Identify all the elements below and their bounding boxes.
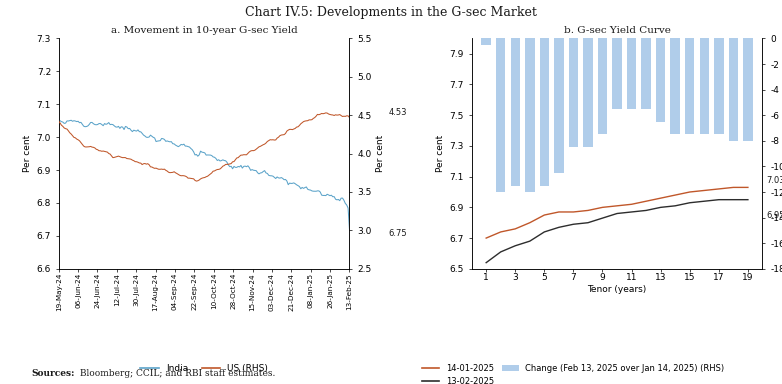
Bar xyxy=(612,38,622,109)
Text: 6.75: 6.75 xyxy=(389,229,407,238)
14-01-2025 xyxy=(685,190,694,194)
Text: 6.95: 6.95 xyxy=(766,211,782,220)
13-02-2025 xyxy=(700,199,709,204)
Text: Bloomberg; CCIL; and RBI staff estimates.: Bloomberg; CCIL; and RBI staff estimates… xyxy=(77,369,275,378)
Bar xyxy=(685,38,694,134)
Bar xyxy=(540,38,549,185)
Text: 4.53: 4.53 xyxy=(389,108,407,118)
Text: 7.03: 7.03 xyxy=(766,175,782,185)
Bar xyxy=(597,38,607,134)
Y-axis label: Per cent: Per cent xyxy=(436,135,446,172)
Bar xyxy=(627,38,637,109)
Line: 14-01-2025: 14-01-2025 xyxy=(486,187,748,238)
14-01-2025 xyxy=(729,185,738,190)
Bar xyxy=(656,38,665,122)
Bar xyxy=(482,38,491,45)
14-01-2025 xyxy=(554,210,564,214)
13-02-2025 xyxy=(685,200,694,205)
13-02-2025 xyxy=(583,220,593,225)
14-01-2025 xyxy=(569,210,578,214)
14-01-2025 xyxy=(482,236,491,240)
13-02-2025 xyxy=(627,210,637,214)
Bar xyxy=(743,38,752,141)
13-02-2025 xyxy=(569,222,578,227)
14-01-2025 xyxy=(612,204,622,208)
13-02-2025 xyxy=(511,243,520,248)
Bar xyxy=(569,38,578,147)
14-01-2025 xyxy=(700,188,709,193)
Y-axis label: Per cent: Per cent xyxy=(23,135,33,172)
13-02-2025 xyxy=(496,250,505,254)
14-01-2025 xyxy=(511,227,520,231)
Line: 13-02-2025: 13-02-2025 xyxy=(486,200,748,263)
Bar xyxy=(583,38,593,147)
X-axis label: Tenor (years): Tenor (years) xyxy=(587,285,647,294)
Bar xyxy=(714,38,723,134)
Bar xyxy=(700,38,709,134)
Bar xyxy=(729,38,738,141)
Title: b. G-sec Yield Curve: b. G-sec Yield Curve xyxy=(564,26,670,35)
13-02-2025 xyxy=(670,204,680,208)
13-02-2025 xyxy=(554,225,564,230)
Legend: 14-01-2025, 13-02-2025, Change (Feb 13, 2025 over Jan 14, 2025) (RHS): 14-01-2025, 13-02-2025, Change (Feb 13, … xyxy=(419,361,728,384)
13-02-2025 xyxy=(641,208,651,213)
Legend: India, US (RHS): India, US (RHS) xyxy=(137,361,271,377)
13-02-2025 xyxy=(743,197,752,202)
Bar xyxy=(554,38,564,173)
14-01-2025 xyxy=(525,220,534,225)
Bar xyxy=(496,38,505,192)
14-01-2025 xyxy=(743,185,752,190)
Bar xyxy=(511,38,520,185)
13-02-2025 xyxy=(597,216,607,220)
Y-axis label: Per cent: Per cent xyxy=(375,135,385,172)
13-02-2025 xyxy=(656,205,665,210)
13-02-2025 xyxy=(612,211,622,216)
Title: a. Movement in 10-year G-sec Yield: a. Movement in 10-year G-sec Yield xyxy=(111,26,297,35)
14-01-2025 xyxy=(597,205,607,210)
13-02-2025 xyxy=(729,197,738,202)
13-02-2025 xyxy=(540,230,549,234)
Bar xyxy=(670,38,680,134)
14-01-2025 xyxy=(656,196,665,200)
Bar xyxy=(641,38,651,109)
14-01-2025 xyxy=(583,208,593,213)
13-02-2025 xyxy=(482,260,491,265)
13-02-2025 xyxy=(714,197,723,202)
14-01-2025 xyxy=(641,199,651,204)
14-01-2025 xyxy=(714,187,723,191)
14-01-2025 xyxy=(496,230,505,234)
Bar xyxy=(525,38,535,192)
14-01-2025 xyxy=(670,193,680,197)
13-02-2025 xyxy=(525,239,534,243)
Text: Chart IV.5: Developments in the G-sec Market: Chart IV.5: Developments in the G-sec Ma… xyxy=(245,6,537,19)
14-01-2025 xyxy=(627,202,637,207)
Text: Sources:: Sources: xyxy=(31,369,75,378)
14-01-2025 xyxy=(540,213,549,217)
